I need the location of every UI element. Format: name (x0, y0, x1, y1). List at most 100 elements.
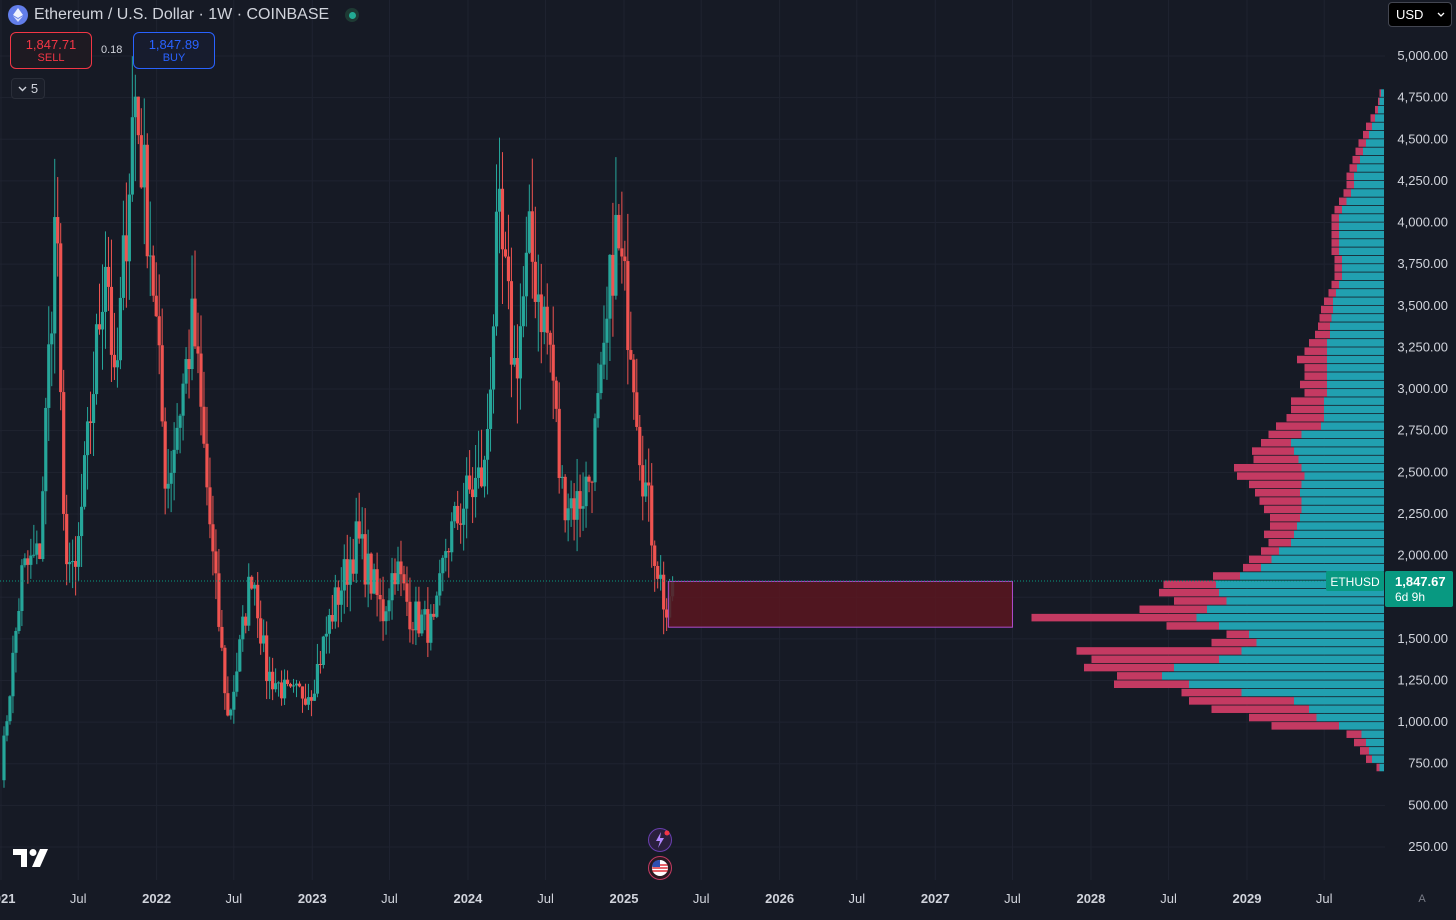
candle (414, 586, 418, 646)
y-axis-tick-label: 1,250.00 (1397, 672, 1448, 687)
candle (118, 276, 122, 370)
volume-bar-down (1084, 663, 1174, 672)
candle-body (399, 561, 403, 575)
candle (199, 315, 203, 436)
volume-bar-down (1270, 522, 1297, 530)
chevron-down-icon (18, 86, 27, 91)
candle (327, 608, 331, 654)
volume-bar-up (1363, 147, 1384, 156)
candle-body (599, 364, 603, 394)
candle-body (324, 633, 328, 637)
candle (285, 670, 290, 687)
candle (303, 683, 308, 706)
candle-body (420, 614, 424, 634)
volume-bar-up (1379, 97, 1384, 106)
volume-bar-up (1342, 264, 1384, 272)
us-flag-event-icon[interactable] (648, 856, 672, 880)
candle (620, 191, 624, 284)
candle-body (208, 487, 212, 525)
candle (378, 578, 382, 622)
candle-body (17, 611, 21, 632)
candle-body (468, 475, 472, 490)
volume-bar-up (1301, 430, 1384, 439)
candle-body (521, 296, 525, 327)
volume-bar-down (1328, 289, 1336, 297)
volume-bar-up (1327, 380, 1384, 389)
candle-body (253, 584, 257, 589)
volume-bar-up (1189, 680, 1384, 688)
candle (617, 203, 621, 251)
candles (2, 56, 675, 788)
candle-body (2, 735, 6, 781)
volume-bar-down (1213, 572, 1240, 580)
candle (608, 254, 612, 362)
volume-bar-down (1261, 547, 1279, 555)
candle-body (74, 561, 78, 567)
candle-body (614, 214, 618, 296)
candle-body (566, 508, 570, 521)
candle-body (35, 543, 39, 555)
candle-body (474, 477, 478, 498)
symbol-title[interactable]: Ethereum / U.S. Dollar · 1W · COINBASE (34, 6, 330, 23)
y-axis-tick-label: 1,500.00 (1397, 631, 1448, 646)
candle-body (459, 523, 463, 525)
candle-body (369, 553, 373, 594)
candle (151, 245, 155, 302)
volume-bar-up (1294, 697, 1384, 705)
candle-body (545, 306, 549, 333)
candle (524, 216, 528, 327)
volume-bar-up (1339, 280, 1384, 289)
volume-bar-up (1336, 289, 1384, 297)
candle-body (312, 693, 317, 701)
candle (217, 548, 221, 632)
candle (124, 182, 128, 308)
volume-bar-up (1361, 730, 1384, 738)
sell-button[interactable]: 1,847.71 SELL (10, 32, 92, 69)
buy-button[interactable]: 1,847.89 BUY (133, 32, 215, 69)
x-axis-tick-label: Jul (1160, 891, 1177, 906)
candle (369, 552, 373, 600)
candle-body (62, 392, 66, 514)
volume-bar-up (1240, 572, 1384, 580)
volume-bar-down (1324, 297, 1333, 305)
volume-bar-down (1358, 139, 1366, 147)
candle-body (145, 144, 149, 257)
candle (82, 441, 87, 510)
volume-bar-up (1216, 580, 1384, 589)
auto-scale-button[interactable]: A (1418, 893, 1426, 905)
currency-select[interactable]: USD (1388, 2, 1452, 27)
candle-body (238, 639, 242, 672)
candle (38, 543, 42, 560)
indicators-count: 5 (30, 81, 39, 96)
candle-body (259, 618, 263, 644)
candle-body (390, 573, 394, 601)
x-axis-tick-label: 2029 (1233, 891, 1262, 906)
candle (587, 474, 591, 493)
candle (169, 450, 173, 513)
lightning-event-icon[interactable] (648, 828, 672, 852)
buy-price: 1,847.89 (148, 37, 200, 52)
candle-body (50, 333, 54, 345)
tradingview-logo-icon[interactable] (13, 849, 49, 867)
indicators-toggle-button[interactable]: 5 (11, 78, 45, 99)
candle (2, 726, 6, 788)
candle (333, 574, 337, 629)
candle (479, 429, 484, 488)
volume-bar-down (1304, 347, 1327, 355)
y-axis-tick-label: 2,250.00 (1397, 506, 1448, 521)
volume-bar-up (1291, 439, 1384, 447)
candle (426, 587, 430, 658)
x-axis-tick-label: Jul (537, 891, 554, 906)
candle (482, 455, 487, 498)
candle-body (306, 697, 311, 705)
candle (626, 213, 630, 385)
volume-bar-up (1342, 255, 1384, 264)
volume-bar-down (1181, 688, 1242, 697)
volume-bar-down (1315, 330, 1330, 339)
volume-bar-up (1226, 597, 1384, 605)
candle-body (587, 476, 591, 482)
candle-body (351, 559, 355, 574)
candle-body (527, 211, 531, 253)
candle-body (408, 601, 412, 630)
